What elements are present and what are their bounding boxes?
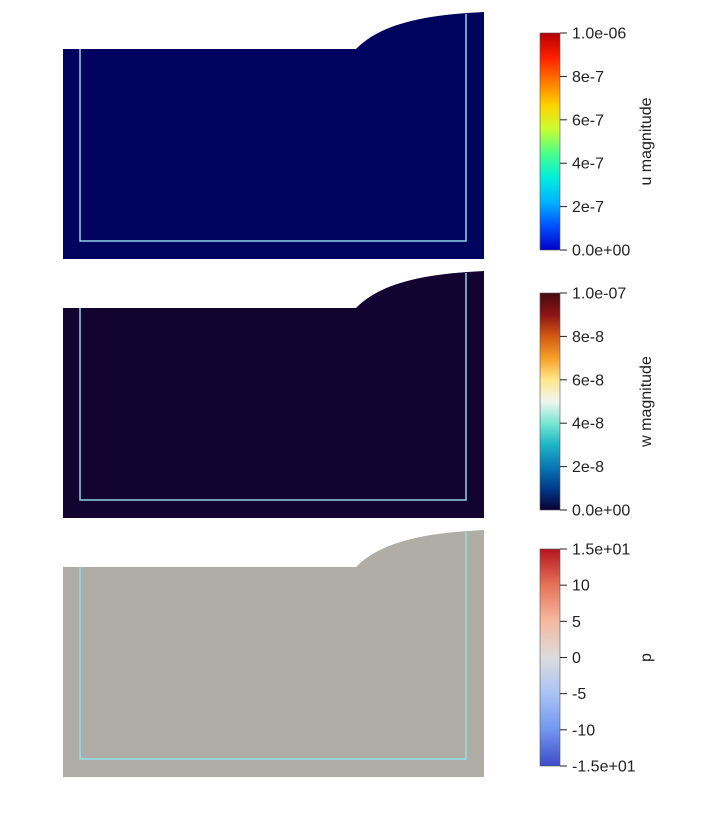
- inner-boundary-w: [79, 273, 467, 501]
- colorbar-u: 0.0e+00 2e-7 4e-7 6e-7 8e-7 1.0e-06 u magnitu…: [539, 26, 655, 260]
- colorbar-u-frame: [539, 32, 561, 251]
- colorbar-w-fill: [540, 293, 560, 510]
- colorbar-w-ticks: 0.0e+00 2e-8 4e-8 6e-8 8e-8 1.0e-07: [560, 286, 630, 520]
- colorbar-u-tick-label: 1.0e-06: [572, 26, 626, 43]
- inner-boundary-u: [79, 14, 467, 242]
- colorbar-w-tick-label: 6e-8: [572, 372, 604, 389]
- domain-shape-p: [63, 530, 484, 777]
- inner-boundary-p: [79, 532, 467, 760]
- panel-p: -1.5e+01 -10 -5 0 5 10 1.5e+01 p: [63, 530, 655, 777]
- colorbar-p-tick-label: -1.5e+01: [572, 759, 636, 776]
- colorbar-u-ticks: 0.0e+00 2e-7 4e-7 6e-7 8e-7 1.0e-06: [560, 26, 630, 260]
- colorbar-p-ticks: -1.5e+01 -10 -5 0 5 10 1.5e+01: [560, 542, 636, 776]
- colorbar-w: 0.0e+00 2e-8 4e-8 6e-8 8e-8 1.0e-07 w magnitu…: [539, 286, 655, 520]
- colorbar-w-title: w magnitude: [638, 356, 655, 448]
- colorbar-u-tick-label: 2e-7: [572, 199, 604, 216]
- colorbar-u-tick-label: 8e-7: [572, 69, 604, 86]
- colorbar-u-tick-label: 4e-7: [572, 156, 604, 173]
- colorbar-w-tick-label: 0.0e+00: [572, 503, 630, 520]
- domain-shape-w: [63, 271, 484, 518]
- colorbar-p-fill: [540, 549, 560, 766]
- colorbar-w-tick-label: 2e-8: [572, 459, 604, 476]
- colorbar-w-tick-label: 8e-8: [572, 329, 604, 346]
- colorbar-p-tick-label: 5: [572, 614, 581, 631]
- colorbar-w-tick-label: 4e-8: [572, 416, 604, 433]
- colorbar-w-frame: [539, 292, 561, 511]
- colorbar-p-tick-label: 10: [572, 578, 590, 595]
- colorbar-u-fill: [540, 33, 560, 250]
- colorbar-u-tick-label: 0.0e+00: [572, 243, 630, 260]
- colorbar-u-title: u magnitude: [638, 97, 655, 185]
- colorbar-u-tick-label: 6e-7: [572, 112, 604, 129]
- colorbar-p-tick-label: 0: [572, 650, 581, 667]
- colorbar-p: -1.5e+01 -10 -5 0 5 10 1.5e+01 p: [539, 542, 655, 776]
- colorbar-p-tick-label: 1.5e+01: [572, 542, 630, 559]
- colorbar-p-title: p: [638, 653, 655, 662]
- colorbar-w-tick-label: 1.0e-07: [572, 286, 626, 303]
- colorbar-p-tick-label: -10: [572, 722, 595, 739]
- domain-shape-u: [63, 12, 484, 259]
- panel-w-magnitude: 0.0e+00 2e-8 4e-8 6e-8 8e-8 1.0e-07 w magnitu…: [63, 271, 655, 520]
- panel-u-magnitude: 0.0e+00 2e-7 4e-7 6e-7 8e-7 1.0e-06 u magnitu…: [63, 12, 655, 260]
- colorbar-p-tick-label: -5: [572, 686, 586, 703]
